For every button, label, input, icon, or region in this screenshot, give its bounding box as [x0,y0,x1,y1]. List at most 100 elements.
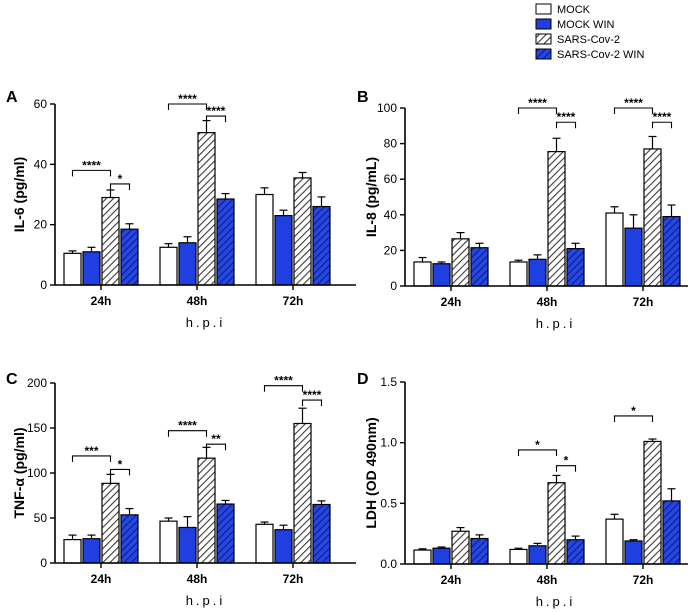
bar-mock-24h [413,549,432,565]
bar-sars-cov-2-24h [451,530,470,565]
significance-label: **** [178,92,197,106]
y-tick-label: 40 [34,157,48,171]
significance-bracket [613,107,654,114]
y-tick-label: 60 [384,172,398,186]
y-tick-label: 50 [34,511,48,525]
y-tick-label: 0.0 [380,557,397,571]
legend-swatch-sars-cov-2 [535,33,552,45]
bar-mock-win-48h [178,526,197,564]
bar-sars-cov-2-win-48h [216,503,235,564]
y-tick-label: 20 [384,243,398,257]
legend-swatch-sars-cov-2-win [535,48,552,60]
y-tick-label: 20 [34,218,48,232]
significance-bracket [205,443,227,451]
significance-label: **** [528,96,547,110]
significance-label: * [631,404,636,418]
significance-bracket [71,455,112,462]
x-axis-label: h.p.i [186,593,226,608]
x-tick-label: 48h [537,295,558,309]
y-tick-label: 0 [40,278,47,292]
x-axis-label: h.p.i [536,594,576,609]
bar-sars-cov-2-win-24h [120,514,139,564]
y-axis-label: IL-8 (pg/mL) [363,157,379,237]
bar-mock-24h [413,261,432,287]
x-tick-label: 24h [91,294,112,308]
bar-mock-win-24h [82,538,101,564]
significance-label: **** [178,419,197,433]
panel-letter: A [6,89,18,106]
x-axis-label: h.p.i [536,316,576,331]
bar-sars-cov-2-win-24h [470,247,489,287]
bar-sars-cov-2-win-72h [312,205,331,286]
panel-il8: B IL-8 (pg/mL) 0 20 40 60 80 100 24h 48h 72h h.p.i *… [357,89,688,331]
bar-mock-48h [159,246,178,286]
panel-letter: C [6,371,18,388]
significance-bracket [205,115,227,123]
bar-mock-win-24h [432,547,451,565]
x-tick-label: 48h [187,572,208,586]
y-tick-label: 100 [27,466,47,480]
x-axis-label: h.p.i [186,315,226,330]
significance-bracket [517,107,558,114]
bar-mock-72h [605,518,624,565]
significance-label: **** [207,104,226,118]
x-tick-label: 48h [537,573,558,587]
bar-sars-cov-2-win-72h [662,500,681,565]
bar-mock-72h [255,193,274,286]
significance-label: **** [557,110,576,124]
significance-label: * [118,172,123,186]
legend-label-mock: MOCK [557,4,591,16]
bar-mock-win-48h [528,258,547,287]
bar-mock-24h [63,538,82,564]
bar-mock-win-48h [178,242,197,286]
y-tick-label: 0.5 [380,496,397,510]
bar-sars-cov-2-72h [293,422,312,564]
y-tick-label: 40 [384,208,398,222]
bar-sars-cov-2-win-24h [470,537,489,565]
y-tick-label: 0 [40,556,47,570]
y-tick-label: 150 [27,421,47,435]
x-tick-label: 24h [91,572,112,586]
significance-label: * [564,454,569,468]
significance-bracket [651,121,673,129]
x-tick-label: 48h [187,294,208,308]
bar-sars-cov-2-24h [101,196,120,286]
x-tick-label: 72h [283,572,304,586]
significance-label: **** [82,158,101,172]
legend-label-sars-cov-2: SARS-Cov-2 [557,34,620,46]
y-axis-label: TNF-α (pg/ml) [11,427,27,518]
significance-label: * [535,438,540,452]
bar-mock-win-72h [274,215,293,286]
significance-label: * [118,457,123,471]
significance-bracket [109,183,131,190]
significance-label: **** [274,374,293,388]
bar-mock-win-48h [528,545,547,565]
bar-mock-24h [63,252,82,286]
significance-label: *** [84,444,98,458]
bar-sars-cov-2-win-72h [662,215,681,287]
x-tick-label: 24h [441,573,462,587]
bar-sars-cov-2-win-72h [312,503,331,564]
y-tick-label: 0 [390,279,397,293]
panel-letter: B [357,89,369,106]
bar-sars-cov-2-24h [451,238,470,287]
bar-mock-72h [605,212,624,287]
significance-bracket [517,449,558,456]
x-tick-label: 72h [633,573,654,587]
y-axis-label: IL-6 (pg/ml) [11,157,27,232]
bar-mock-win-72h [624,540,643,565]
y-tick-label: 80 [384,137,398,151]
significance-label: **** [303,388,322,402]
bar-sars-cov-2-48h [197,132,216,286]
x-tick-label: 24h [441,295,462,309]
legend-swatch-mock-win [535,18,552,30]
significance-bracket [71,169,112,177]
bar-mock-72h [255,523,274,564]
y-axis-label: LDH (OD 490nm) [363,417,379,528]
significance-label: ** [211,432,221,446]
legend-swatch-mock [535,3,552,15]
significance-bracket [555,465,577,472]
bar-sars-cov-2-72h [643,440,662,565]
